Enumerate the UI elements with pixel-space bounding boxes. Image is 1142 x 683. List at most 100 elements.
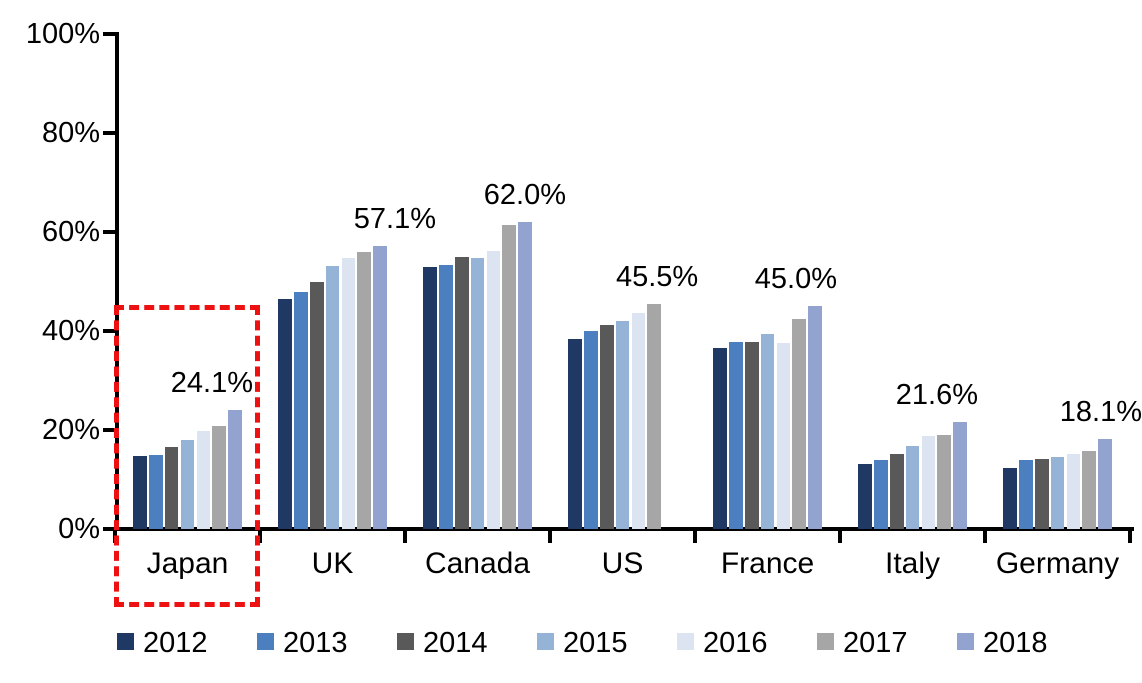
legend-item-2013: 2013: [257, 627, 387, 659]
legend-item-2016: 2016: [677, 627, 807, 659]
y-axis-tick-label: 20%: [41, 414, 100, 446]
x-axis-tick: [693, 529, 697, 543]
bar-germany-2015: [1050, 456, 1065, 529]
bar-canada-2013: [439, 264, 453, 529]
bar-germany-2014: [1035, 458, 1049, 529]
x-axis-label-france: France: [720, 547, 815, 580]
legend-label-2013: 2013: [283, 627, 348, 659]
bar-italy-2012: [858, 464, 872, 529]
bar-uk-2017: [357, 252, 371, 529]
legend-item-2015: 2015: [537, 627, 667, 659]
legend-swatch-2016: [677, 633, 694, 650]
bar-japan-2017: [212, 426, 226, 529]
bar-italy-2013: [874, 460, 888, 529]
bar-uk-2016: [341, 257, 356, 529]
data-label-japan: 24.1%: [170, 366, 254, 399]
x-axis-line: [113, 527, 1134, 531]
legend-swatch-2017: [817, 633, 834, 650]
bar-us-2016: [631, 313, 646, 529]
legend-swatch-2012: [117, 633, 134, 650]
data-label-canada: 62.0%: [483, 179, 567, 212]
bar-japan-2013: [149, 454, 163, 530]
bar-japan-2016: [196, 430, 211, 529]
data-label-germany: 18.1%: [1059, 396, 1142, 429]
legend-swatch-2013: [257, 633, 274, 650]
bar-japan-2015: [180, 440, 195, 529]
bar-france-2013: [729, 342, 743, 529]
bar-us-2014: [600, 324, 614, 529]
bar-germany-2012: [1003, 467, 1017, 529]
bar-france-2017: [792, 319, 806, 529]
bar-italy-2017: [937, 434, 951, 529]
legend-item-2018: 2018: [957, 627, 1087, 659]
y-axis-tick: [103, 428, 117, 432]
bar-france-2016: [776, 342, 791, 529]
y-axis-tick: [103, 230, 117, 234]
legend-label-2012: 2012: [143, 627, 208, 659]
bar-japan-2014: [164, 447, 179, 529]
legend-label-2017: 2017: [843, 627, 908, 659]
bar-japan-2018: [228, 409, 242, 529]
x-axis-tick: [838, 529, 842, 543]
x-axis-label-japan: Japan: [146, 547, 229, 580]
x-axis-label-us: US: [601, 547, 644, 580]
bar-us-2012: [568, 339, 582, 529]
bar-italy-2016: [921, 435, 936, 529]
bar-italy-2014: [890, 453, 904, 529]
y-axis-tick-label: 0%: [58, 513, 100, 545]
bar-uk-2015: [325, 266, 340, 529]
y-axis-tick: [103, 329, 117, 333]
bar-uk-2012: [278, 299, 292, 529]
data-label-france: 45.0%: [754, 263, 838, 296]
y-axis-tick-label: 100%: [25, 18, 100, 50]
bar-germany-2016: [1066, 453, 1080, 529]
x-axis-label-germany: Germany: [995, 547, 1120, 580]
data-label-italy: 21.6%: [895, 379, 979, 412]
highlight-box-japan: [114, 305, 260, 607]
legend-label-2015: 2015: [563, 627, 628, 659]
x-axis-label-uk: UK: [311, 547, 354, 580]
bar-france-2014: [745, 342, 759, 529]
legend-label-2016: 2016: [703, 627, 768, 659]
y-axis-tick: [103, 131, 117, 135]
bar-canada-2017: [502, 225, 516, 529]
bar-canada-2016: [486, 250, 501, 529]
bar-france-2015: [760, 334, 775, 529]
y-axis-tick-label: 40%: [41, 315, 100, 347]
data-label-us: 45.5%: [615, 260, 699, 293]
bar-france-2012: [713, 347, 727, 529]
y-axis-tick: [103, 32, 117, 36]
bar-canada-2012: [423, 266, 437, 529]
bar-canada-2018: [518, 222, 532, 529]
bar-us-2015: [615, 320, 630, 529]
bar-canada-2015: [470, 258, 485, 529]
x-axis-label-canada: Canada: [424, 547, 531, 580]
legend-item-2014: 2014: [397, 627, 527, 659]
legend-swatch-2018: [957, 633, 974, 650]
legend-label-2014: 2014: [423, 627, 488, 659]
data-label-uk: 57.1%: [353, 203, 437, 236]
x-axis-tick: [983, 529, 987, 543]
x-axis-tick: [548, 529, 552, 543]
bar-italy-2018: [953, 422, 967, 529]
bar-uk-2014: [310, 282, 324, 529]
x-axis-tick: [403, 529, 407, 543]
bar-us-2017: [647, 303, 661, 529]
bar-japan-2012: [133, 455, 147, 529]
y-axis-tick-label: 60%: [41, 216, 100, 248]
bar-germany-2017: [1082, 450, 1096, 529]
y-axis-tick-label: 80%: [41, 117, 100, 149]
bar-uk-2018: [373, 246, 387, 529]
x-axis-tick: [1128, 529, 1132, 543]
bar-us-2013: [584, 330, 598, 529]
legend-label-2018: 2018: [983, 627, 1048, 659]
legend-swatch-2014: [397, 633, 414, 650]
bar-uk-2013: [294, 292, 308, 529]
bar-france-2018: [808, 306, 822, 530]
legend-item-2017: 2017: [817, 627, 947, 659]
bar-germany-2013: [1019, 460, 1033, 529]
legend-swatch-2015: [537, 633, 554, 650]
x-axis-label-italy: Italy: [884, 547, 941, 580]
x-axis-tick: [258, 529, 262, 543]
